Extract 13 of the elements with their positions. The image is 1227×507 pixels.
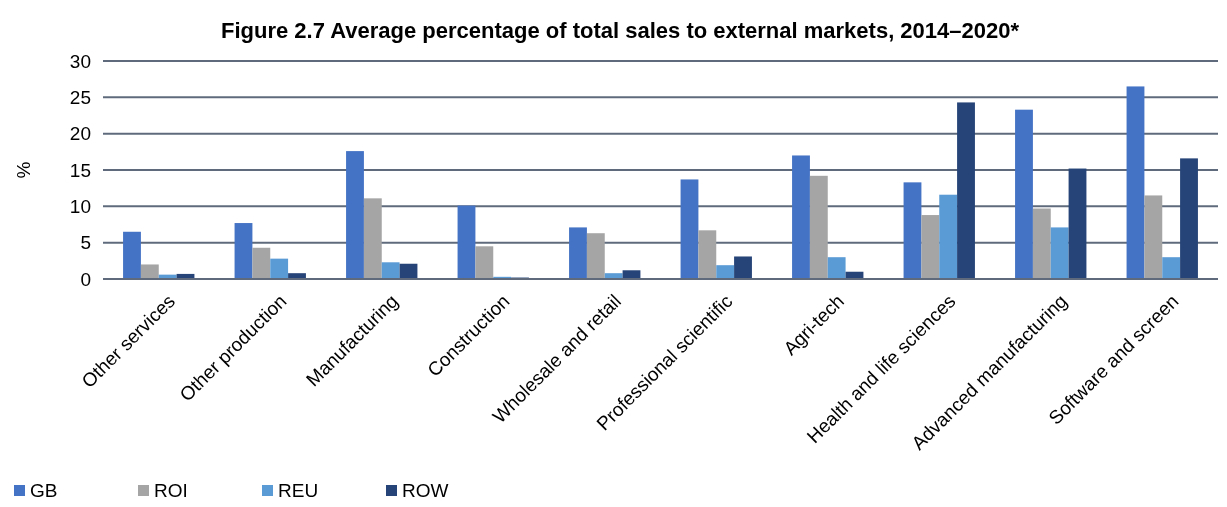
y-axis-title: % [13,161,34,179]
y-tick-label: 20 [69,123,91,145]
y-tick-label: 0 [80,268,91,290]
y-tick-label: 15 [69,159,91,181]
legend-label: REU [278,480,319,501]
y-tick-label: 10 [69,195,91,217]
legend-label: ROI [154,480,188,501]
chart-title: Figure 2.7 Average percentage of total sales to external markets, 2014–2020* [220,18,1020,43]
y-tick-label: 30 [69,50,91,72]
y-tick-label: 25 [69,86,91,108]
legend-label: GB [30,480,58,501]
y-tick-label: 5 [80,232,91,254]
legend-label: ROW [402,480,449,501]
